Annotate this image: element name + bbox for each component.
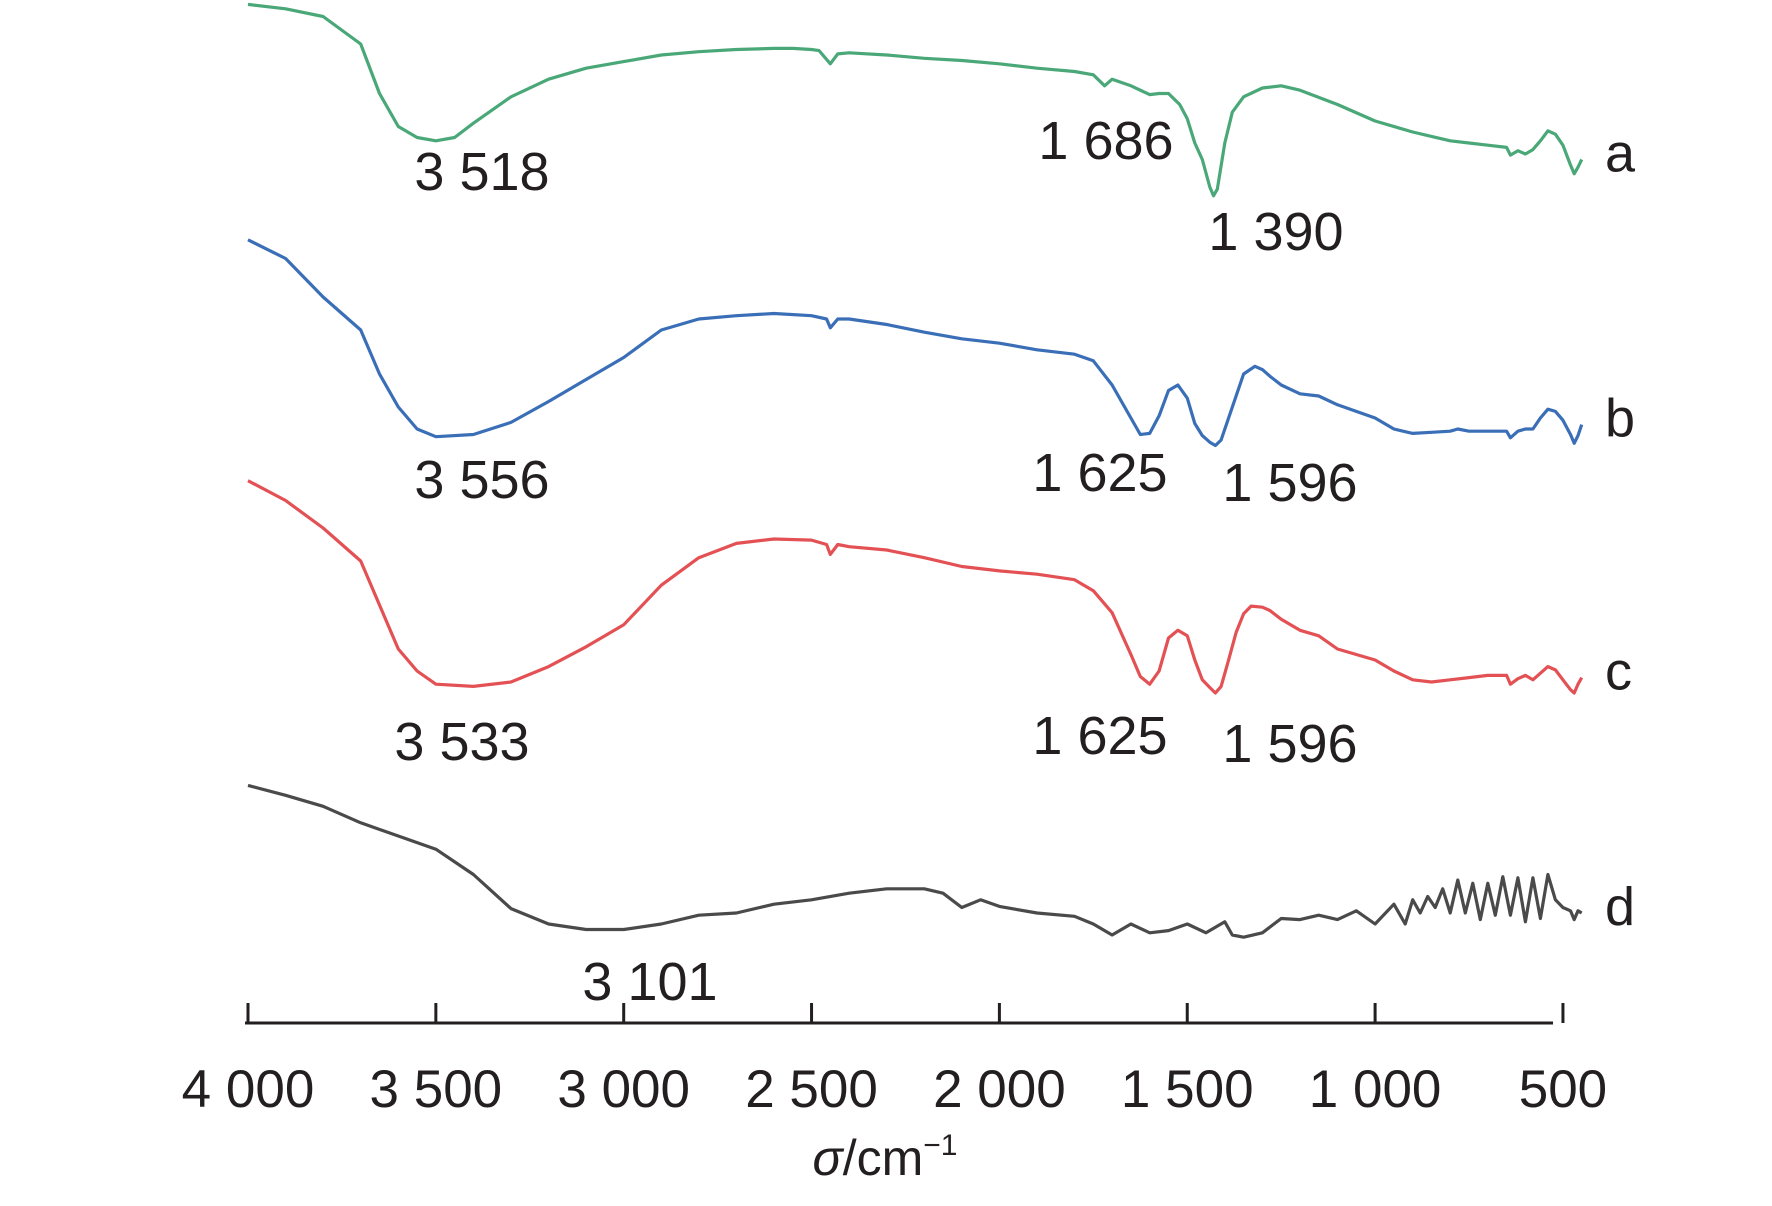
series-label-d: d: [1605, 877, 1635, 937]
x-tick-label: 1 500: [1121, 1060, 1254, 1119]
peak-label-b-4: 1 625: [1032, 443, 1167, 503]
x-axis: 4 000 3 500 3 000 2 500 2 000 1 500 1 000 500 σ…: [182, 1003, 1607, 1186]
x-ticks: 4 000 3 500 3 000 2 500 2 000 1 500 1 000 500: [182, 1003, 1607, 1119]
x-axis-title: σ/cm−1: [813, 1129, 958, 1186]
x-tick-label: 3 500: [370, 1060, 503, 1119]
x-axis-symbol: σ: [813, 1130, 845, 1186]
series-label-c: c: [1605, 642, 1632, 702]
series-labels: a b c d: [1605, 124, 1636, 938]
series-label-a: a: [1605, 124, 1636, 184]
series-layer: [247, 2, 1584, 939]
series-label-b: b: [1605, 389, 1635, 449]
x-tick-label: 500: [1519, 1060, 1607, 1119]
x-tick-label: 4 000: [182, 1060, 315, 1119]
peak-label-c-6: 3 533: [394, 712, 529, 772]
peak-label-b-5: 1 596: [1222, 453, 1357, 513]
x-tick-label: 2 500: [745, 1060, 878, 1119]
series-b-line: [247, 238, 1584, 448]
series-c-line: [247, 479, 1584, 695]
x-axis-exponent: −1: [923, 1129, 957, 1162]
x-tick-label: 3 000: [557, 1060, 690, 1119]
peak-label-a-2: 1 390: [1208, 202, 1343, 262]
x-tick-label: 2 000: [933, 1060, 1066, 1119]
peak-label-b-3: 3 556: [414, 450, 549, 510]
series-a-line: [247, 2, 1584, 198]
peak-annotations: 3 518 1 686 1 390 3 556 1 625 1 596 3 533 1 625…: [394, 111, 1357, 1012]
x-axis-unit: /cm: [843, 1130, 924, 1186]
peak-label-c-7: 1 625: [1032, 706, 1167, 766]
peak-label-d-9: 3 101: [582, 952, 717, 1012]
peak-label-a-1: 1 686: [1038, 111, 1173, 171]
peak-label-c-8: 1 596: [1222, 714, 1357, 774]
x-tick-label: 1 000: [1309, 1060, 1442, 1119]
series-d-line: [247, 783, 1583, 939]
peak-label-a-0: 3 518: [414, 142, 549, 202]
